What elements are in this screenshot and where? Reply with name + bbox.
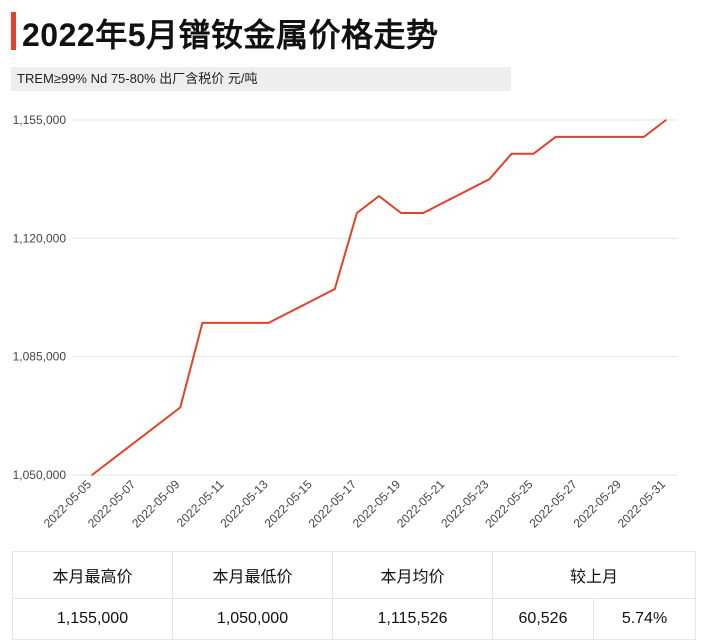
data-point: [201, 322, 204, 324]
data-point: [532, 153, 535, 155]
data-point: [554, 136, 557, 138]
stat-header-change: 较上月: [491, 551, 697, 599]
data-point: [378, 195, 380, 197]
page-title: 2022年5月镨钕金属价格走势: [22, 17, 439, 53]
y-tick-label: 1,120,000: [13, 231, 67, 245]
title-area: 2022年5月镨钕金属价格走势: [0, 4, 707, 54]
data-point: [422, 212, 424, 214]
data-point: [356, 212, 358, 214]
stats-table: 本月最高价 本月最低价 本月均价 较上月 1,155,000 1,050,000…: [12, 551, 697, 640]
stat-header-max: 本月最高价: [12, 551, 173, 599]
y-tick-label: 1,085,000: [13, 350, 67, 364]
data-points: [91, 119, 667, 476]
stat-value-change: 60,526: [492, 598, 594, 640]
y-axis-ticks: 1,050,000 1,085,000 1,120,000 1,155,000: [13, 113, 67, 482]
stat-value-max: 1,155,000: [12, 598, 173, 640]
y-tick-label: 1,050,000: [13, 468, 67, 482]
x-tick-label: 2022-05-31: [615, 477, 669, 531]
x-axis-ticks: 2022-05-052022-05-072022-05-092022-05-11…: [41, 477, 669, 531]
data-point: [267, 322, 270, 324]
data-point: [400, 212, 402, 214]
price-line-chart: 1,050,000 1,085,000 1,120,000 1,155,000 202…: [13, 113, 678, 531]
x-tick-label: 2022-05-09: [129, 477, 183, 531]
stat-value-change-pct: 5.74%: [592, 598, 697, 640]
series-line: [91, 119, 667, 476]
data-point: [91, 474, 93, 476]
chart-subtitle: TREM≥99% Nd 75-80% 出厂含税价 元/吨: [11, 67, 511, 91]
data-point: [179, 406, 182, 409]
gridlines: [72, 119, 678, 476]
stat-value-min: 1,050,000: [172, 598, 333, 640]
stat-value-avg: 1,115,526: [332, 598, 493, 640]
data-point: [643, 136, 645, 138]
title-accent-bar: [11, 12, 16, 50]
data-point: [334, 288, 336, 290]
data-point: [665, 119, 667, 121]
data-point: [510, 153, 513, 155]
stat-header-avg: 本月均价: [332, 551, 493, 599]
stat-header-min: 本月最低价: [172, 551, 333, 599]
data-point: [488, 178, 491, 180]
y-tick-label: 1,155,000: [13, 113, 67, 127]
